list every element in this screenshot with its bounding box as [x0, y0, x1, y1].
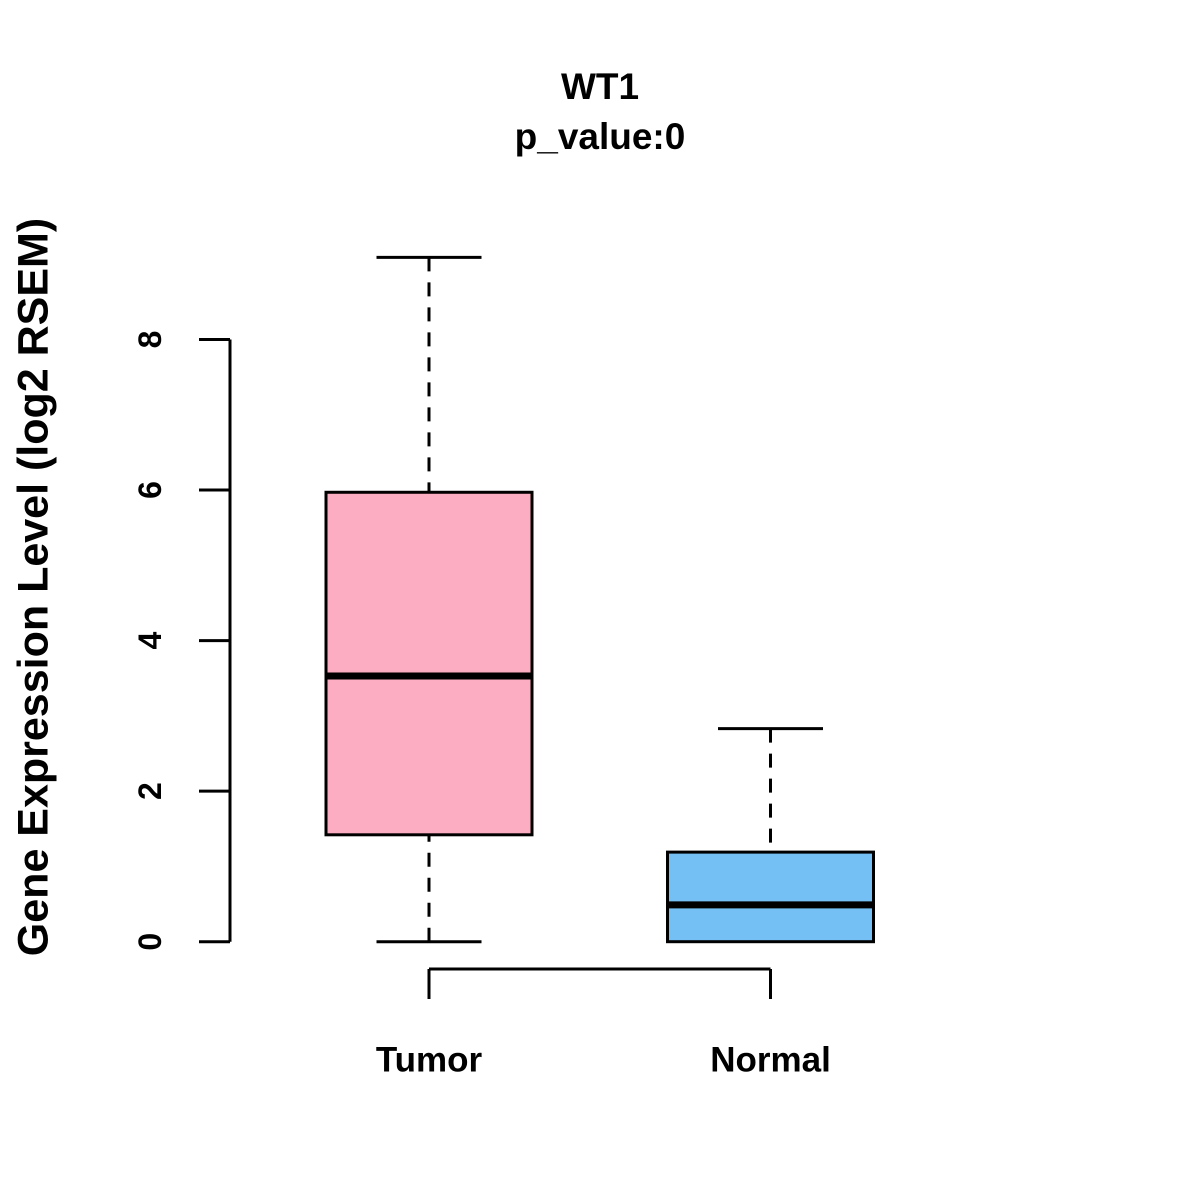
y-tick-label: 2	[132, 782, 168, 800]
y-tick-label: 0	[132, 933, 168, 951]
chart-subtitle: p_value:0	[514, 116, 686, 157]
x-group-label-normal: Normal	[710, 1041, 831, 1080]
chart-title: WT1	[560, 66, 640, 107]
box-tumor	[324, 490, 534, 837]
y-tick-label: 8	[132, 331, 168, 349]
x-group-label-tumor: Tumor	[376, 1041, 483, 1080]
y-tick-label: 4	[132, 631, 168, 649]
y-tick-label: 6	[132, 481, 168, 499]
box-normal	[666, 850, 875, 944]
